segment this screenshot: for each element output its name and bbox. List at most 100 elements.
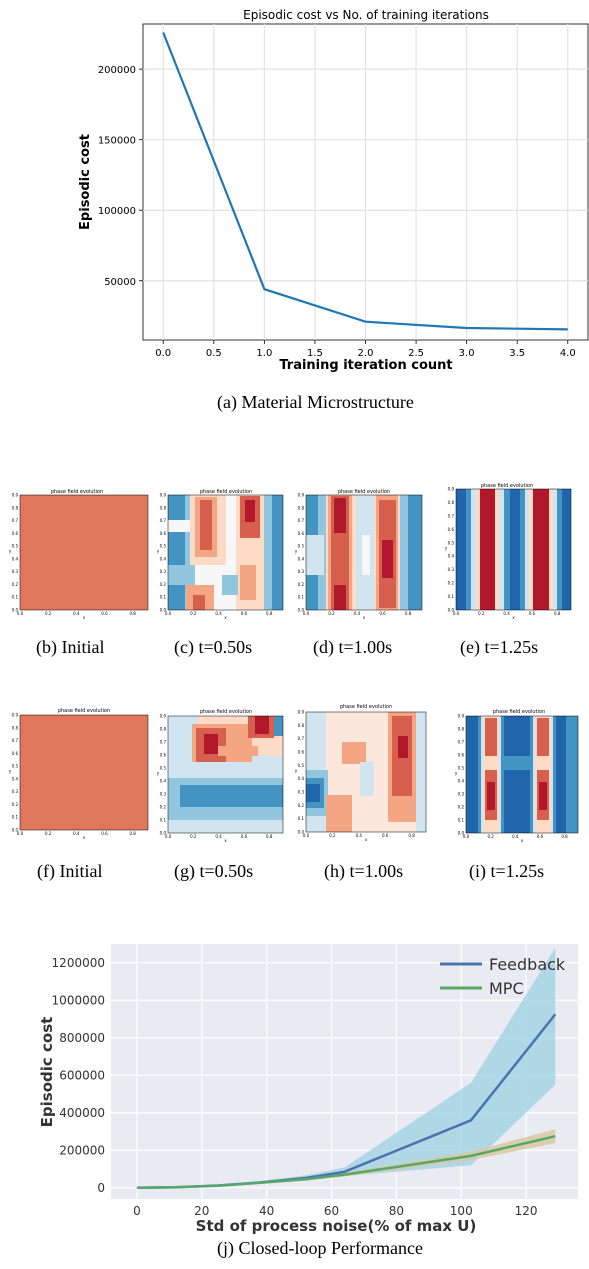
panel-y-tick-label: 0.9: [160, 714, 167, 719]
chart-j-x-tick-label: 0: [133, 1204, 141, 1218]
panel-i-contour: [504, 756, 530, 770]
panel-e-contour: [525, 489, 529, 610]
chart-a-y-axis-label: Episodic cost: [78, 134, 93, 230]
panel-y-tick-label: 0.2: [12, 802, 19, 807]
panel-y-tick-label: 0.5: [160, 766, 167, 771]
chart-j-x-tick-label: 20: [194, 1204, 209, 1218]
panel-frame: [167, 715, 284, 834]
panel-g-contour: [274, 716, 283, 736]
panel-y-tick-label: 0.1: [160, 595, 167, 600]
panel-y-tick-label: 0.7: [298, 518, 305, 523]
chart-a-x-tick-label: 0.0: [155, 348, 171, 359]
caption-d: (d) t=1.00s: [313, 637, 393, 657]
panel-y-tick-label: 0.6: [12, 751, 19, 756]
panel-c-contour: [168, 520, 195, 532]
panel-g-contour: [168, 820, 283, 833]
panel-y-tick-label: 0.1: [448, 594, 455, 599]
panel-x-tick-label: 0.2: [45, 831, 52, 836]
panel-h-contour: [398, 736, 408, 758]
panel-y-tick-label: 0.4: [448, 554, 455, 559]
chart-j-y-tick-label: 1200000: [52, 956, 105, 970]
panel-y-tick-label: 0.7: [448, 513, 455, 518]
panel-y-tick-label: 0.0: [448, 608, 455, 613]
panel-x-tick-label: 0.8: [266, 834, 273, 839]
panel-y-tick-label: 0.5: [160, 544, 167, 549]
panel-g-contours: [168, 716, 283, 833]
chart-j-x-ticks: 0 20 40 60 80 100 120: [133, 1204, 537, 1218]
panel-x-tick-label: 0.2: [487, 834, 494, 839]
panel-y-tick-label: 0.6: [160, 531, 167, 536]
panel-c-contour: [168, 565, 188, 585]
panel-d: phase field evolution 0.0 0.2 0.4 0.6 0.80.0…: [295, 489, 423, 620]
panel-x-tick-label: 0.4: [503, 611, 510, 616]
panel-y-tick-label: 0.0: [160, 608, 167, 613]
panel-y-tick-label: 0.0: [12, 828, 19, 833]
panel-g: phase field evolution 0.0 0.2 0.4 0.6 0.80.0…: [157, 709, 284, 843]
panel-e-contour: [533, 489, 549, 610]
chart-j-line-mpc: [136, 1134, 556, 1190]
panel-x-tick-label: 0.2: [478, 611, 485, 616]
panel-x-tick-label: 0.2: [329, 833, 336, 838]
chart-j: 0 20 40 60 80 100 120 0 200000 400000 600000 80000…: [38, 944, 578, 1235]
panel-x-axis-label: x: [363, 615, 366, 620]
panel-i-axes: 0.0 0.2 0.4 0.6 0.8 0.0 0.1 0.2 0.3 0.4 0.5 0.6 0.7 0…: [455, 714, 579, 843]
panel-h-axes: 0.0 0.2 0.4 0.6 0.8 0.0 0.1 0.2 0.3 0.4 0.5 0.6 0.7 0…: [295, 710, 427, 842]
panel-y-tick-label: 0.6: [298, 750, 305, 755]
chart-a-y-tick-label: 100000: [98, 206, 136, 217]
panel-h-contour: [306, 784, 320, 802]
chart-j-y-tick-label: 0: [97, 1181, 105, 1195]
panel-x-tick-label: 0.6: [241, 611, 248, 616]
panel-y-tick-label: 0.3: [298, 569, 305, 574]
panel-f-field: [20, 715, 148, 830]
panel-x-tick-label: 0.8: [408, 833, 415, 838]
panel-y-tick-label: 0.4: [12, 556, 19, 561]
panel-x-tick-label: 0.4: [73, 611, 80, 616]
panel-g-contour: [204, 734, 218, 754]
panel-h-contours: [306, 712, 426, 832]
chart-a-series-line: [162, 32, 568, 331]
panel-c-contour: [240, 565, 256, 600]
panel-y-tick-label: 0.2: [458, 805, 465, 810]
panel-i-contour: [487, 782, 495, 810]
panel-e-contour: [499, 489, 504, 610]
caption-f: (f) Initial: [37, 861, 103, 881]
panel-h-title: phase field evolution: [340, 704, 392, 710]
panel-y-tick-label: 0.6: [12, 531, 19, 536]
chart-a-x-tick-label: 1.0: [256, 348, 272, 359]
panel-i-contour: [566, 716, 578, 833]
panel-f-title: phase field evolution: [58, 708, 110, 714]
panel-y-tick-label: 0.8: [12, 505, 19, 510]
panel-i: phase field evolution 0.0 0.2 0.4 0.6 0.80.0…: [455, 709, 579, 843]
chart-j-y-tick-label: 1000000: [52, 993, 105, 1007]
panel-x-tick-label: 0.2: [190, 834, 197, 839]
panel-y-tick-label: 0.5: [458, 766, 465, 771]
panel-x-tick-label: 0.8: [561, 834, 568, 839]
chart-a-x-tick-label: 0.5: [206, 348, 222, 359]
panel-y-tick-label: 0.3: [458, 792, 465, 797]
panel-y-tick-label: 0.6: [448, 527, 455, 532]
panel-g-contour: [255, 716, 269, 734]
panel-y-axis-label: y: [295, 549, 298, 554]
panel-y-tick-label: 0.2: [12, 582, 19, 587]
panel-y-tick-label: 0.5: [448, 540, 455, 545]
panel-x-axis-label: x: [224, 615, 227, 620]
panel-frame: [19, 494, 149, 611]
caption-a: (a) Material Microstructure: [217, 392, 414, 412]
panel-e-contour: [480, 489, 495, 610]
panel-e-contour: [471, 489, 476, 610]
panel-h-contour: [416, 712, 426, 832]
panel-y-tick-label: 0.8: [12, 725, 19, 730]
panel-h-contour: [360, 762, 374, 796]
panel-e-contours: [466, 489, 562, 610]
panel-frame: [455, 488, 572, 611]
panel-b-field: [20, 495, 148, 610]
panel-g-contour: [218, 746, 258, 756]
panel-y-tick-label: 0.3: [160, 569, 167, 574]
panel-y-tick-label: 0.2: [448, 581, 455, 586]
panel-e: phase field evolution 0.0 0.2 0.4 0.6 0.80.0…: [445, 483, 572, 620]
panel-i-title: phase field evolution: [493, 709, 545, 715]
panel-e-contour: [529, 489, 533, 610]
panel-x-axis-label: x: [365, 837, 368, 842]
panel-h: phase field evolution 0.0 0.2 0.4 0.6 0.80.0…: [295, 704, 427, 842]
